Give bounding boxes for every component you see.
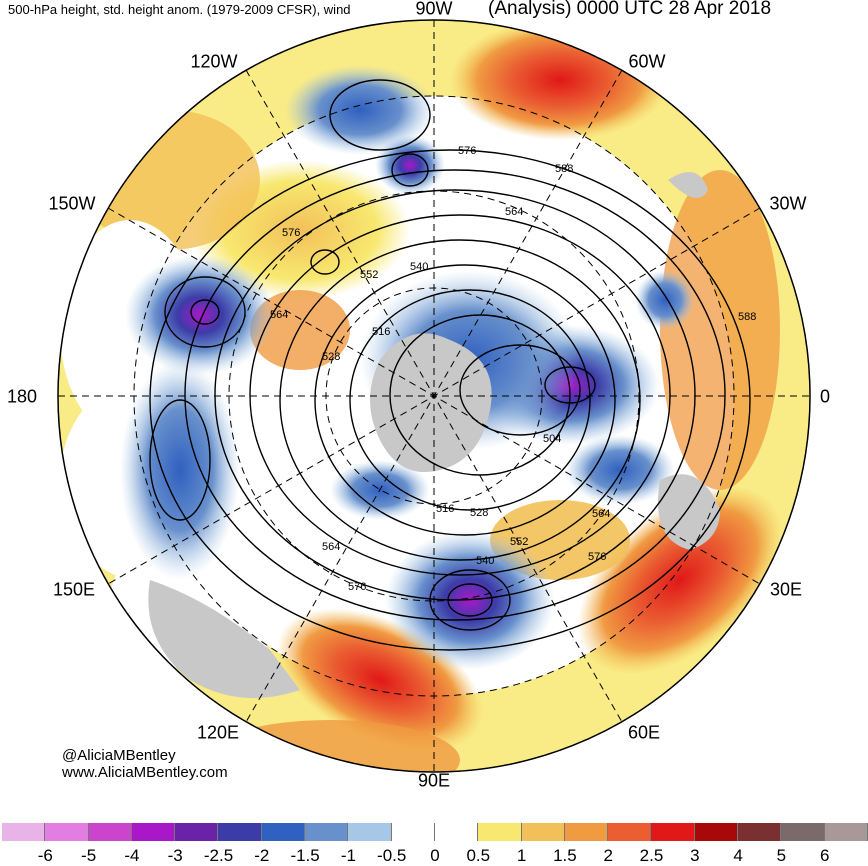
colorbar-tick: 1.5 (553, 846, 577, 865)
lon-label-60w: 60W (628, 51, 666, 72)
contour-label: 588 (555, 163, 573, 175)
colorbar-tick: 0.5 (466, 846, 491, 865)
colorbar-swatch (694, 823, 739, 841)
contour-label: 564 (270, 309, 288, 321)
contour-label: 576 (588, 551, 606, 563)
colorbar-tick: -4 (124, 846, 140, 865)
map-title: 500-hPa height, std. height anom. (1979-… (8, 2, 351, 17)
lon-label-30e: 30E (769, 579, 803, 600)
colorbar-swatch (348, 823, 392, 841)
colorbar-swatch (175, 823, 219, 841)
lon-label-90e: 90E (417, 770, 451, 791)
lon-label-150w: 150W (48, 193, 96, 214)
contour-label: 504 (543, 433, 561, 445)
colorbar-tick: -5 (81, 846, 97, 865)
colorbar-swatch (305, 823, 349, 841)
colorbar-tick: 4 (733, 846, 743, 865)
colorbar-swatch (88, 823, 132, 841)
lon-label-120e: 120E (196, 722, 240, 743)
colorbar-swatch (478, 823, 522, 841)
analysis-time: (Analysis) 0000 UTC 28 Apr 2018 (488, 0, 772, 19)
contour-label-layer: 576 588 564 552 540 564 576 516 528 588 … (270, 145, 756, 593)
colorbar-swatch (131, 823, 176, 841)
lon-label-30w: 30W (769, 193, 807, 214)
lon-label-0: 0 (819, 386, 831, 407)
author-handle: @AliciaMBentley (62, 747, 176, 764)
colorbar-tick: -1 (340, 846, 356, 865)
colorbar-swatch (218, 823, 262, 841)
lon-label-150e: 150E (52, 579, 96, 600)
contour-label: 564 (505, 206, 523, 218)
contour-label: 516 (436, 503, 454, 515)
anomaly-shading (58, 20, 810, 772)
colorbar-tick: -6 (37, 846, 53, 865)
polar-map: 576 588 564 552 540 564 576 516 528 588 … (57, 19, 811, 773)
contour-label: 552 (360, 269, 378, 281)
lon-label-180: 180 (6, 386, 38, 407)
contour-label: 564 (322, 541, 340, 553)
contour-label: 564 (592, 508, 610, 520)
colorbar-swatch (261, 823, 306, 841)
colorbar-swatch (521, 823, 565, 841)
colorbar-tick: -3 (167, 846, 183, 865)
colorbar-tick: 6 (819, 846, 830, 865)
colorbar-tick: -1.5 (290, 846, 320, 865)
colorbar-tick: 0 (430, 846, 440, 865)
colorbar-tick: 2.5 (639, 846, 664, 865)
colorbar-tick: 1 (516, 846, 527, 865)
colorbar-tick-labels: -6 -5 -4 -3 -2.5 -2 -1.5 -1 -0.5 0 0.5 1 1.5 2 2.5 3 4 5 6 (0, 846, 868, 866)
anomaly-colorbar (2, 823, 868, 841)
contour-label: 540 (410, 261, 428, 273)
contour-label: 540 (476, 555, 494, 567)
contour-label: 576 (458, 145, 476, 157)
colorbar-swatch (824, 823, 868, 841)
colorbar-tick: 5 (776, 846, 787, 865)
contour-label: 528 (470, 507, 488, 519)
colorbar-swatch (738, 823, 782, 841)
height-contours (149, 79, 751, 651)
contour-label: 588 (738, 311, 756, 323)
colorbar-swatch (434, 823, 479, 841)
colorbar-tick: -2.5 (203, 846, 234, 865)
lon-label-60e: 60E (627, 722, 661, 743)
colorbar-swatch (651, 823, 695, 841)
colorbar-tick: -0.5 (377, 846, 407, 865)
contour-label: 516 (372, 326, 390, 338)
contour-label: 576 (348, 581, 366, 593)
colorbar-tick: 3 (690, 846, 700, 865)
lon-label-90w: 90W (415, 0, 453, 19)
contour-label: 552 (510, 536, 528, 548)
colorbar-swatch (608, 823, 652, 841)
contour-label: 576 (282, 227, 300, 239)
colorbar-swatch (564, 823, 609, 841)
contour-label: 528 (322, 351, 340, 363)
colorbar-swatch (391, 823, 435, 841)
lon-label-120w: 120W (190, 51, 238, 72)
colorbar-swatch (2, 823, 46, 841)
colorbar-swatch (45, 823, 89, 841)
author-website: www.AliciaMBentley.com (62, 764, 228, 781)
colorbar-swatch (781, 823, 825, 841)
colorbar-tick: -2 (254, 846, 270, 865)
colorbar-tick: 2 (603, 846, 613, 865)
